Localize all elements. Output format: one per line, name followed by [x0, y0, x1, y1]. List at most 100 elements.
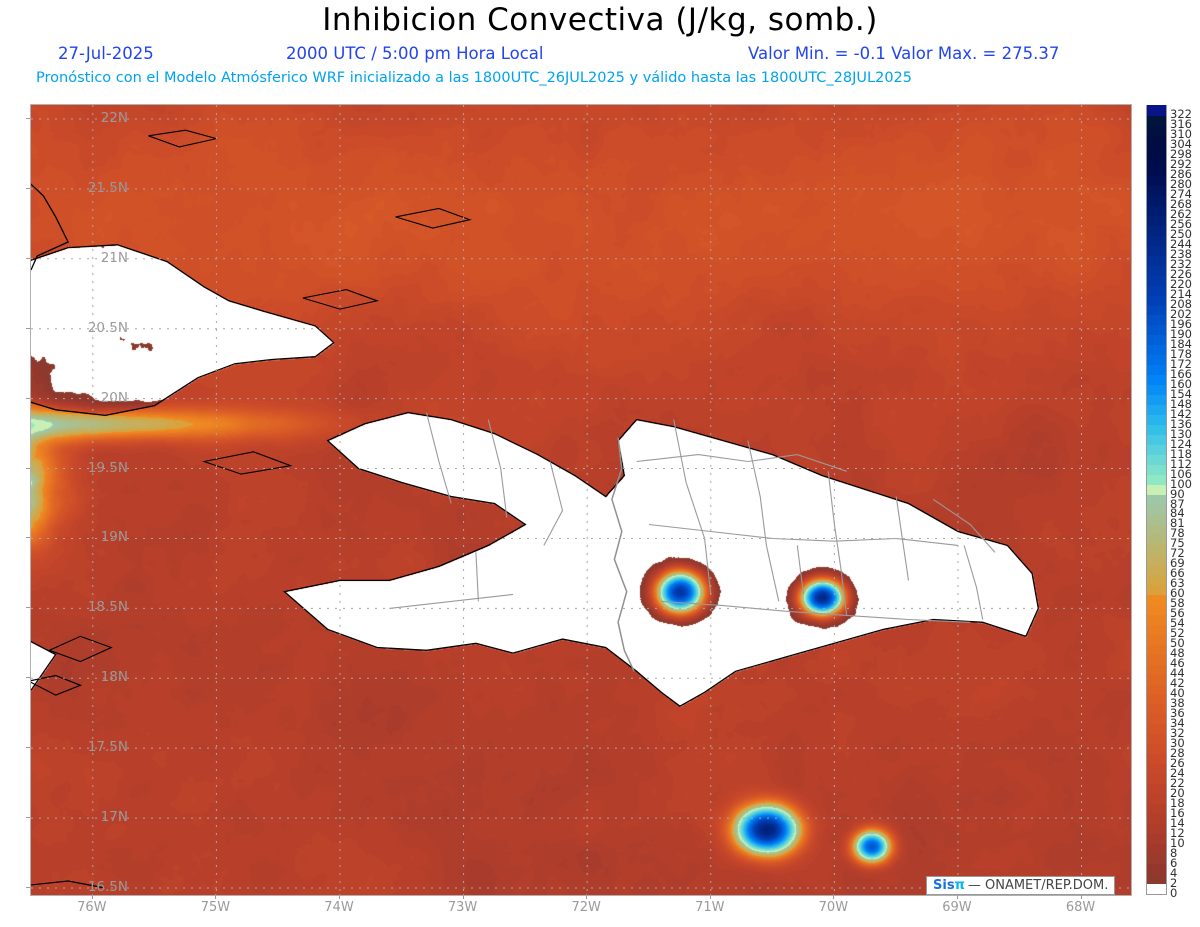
colorbar-tick-label: 58 [1170, 596, 1185, 611]
colorbar-swatch [1147, 773, 1166, 785]
colorbar-swatch [1147, 853, 1166, 865]
colorbar-swatch [1147, 703, 1166, 715]
colorbar-tick-label: 310 [1170, 127, 1192, 142]
colorbar-swatch [1147, 713, 1166, 725]
colorbar-swatch [1147, 474, 1166, 486]
colorbar-swatch [1147, 504, 1166, 515]
colorbar-tick-label: 72 [1170, 546, 1185, 561]
colorbar-tick-label: 298 [1170, 147, 1192, 162]
colorbar-swatch [1147, 664, 1166, 675]
colorbar-swatch [1147, 763, 1166, 775]
colorbar-tick-label: 54 [1170, 616, 1185, 631]
colorbar-tick-label: 78 [1170, 526, 1185, 541]
colorbar-swatch [1147, 185, 1166, 196]
colorbar-swatch [1147, 324, 1166, 336]
colorbar-tick-label: 52 [1170, 626, 1185, 641]
colorbar-swatch [1147, 384, 1166, 396]
colorbar-swatch [1147, 803, 1166, 815]
colorbar-tick-label: 90 [1170, 486, 1185, 501]
y-axis-tick-mark [26, 817, 30, 819]
colorbar-swatch [1147, 274, 1166, 286]
colorbar-tick-label: 280 [1170, 177, 1192, 192]
x-axis-tick-label: 74W [324, 900, 354, 915]
colorbar-tick-label: 142 [1170, 406, 1192, 421]
colorbar-swatch [1147, 833, 1166, 845]
y-axis-tick-label: 21N [100, 249, 128, 266]
colorbar-tick-label: 24 [1170, 765, 1185, 780]
colorbar-swatch [1147, 454, 1166, 466]
colorbar-swatch [1147, 175, 1166, 186]
y-axis-tick-label: 19N [100, 529, 128, 546]
colorbar-tick-label: 4 [1170, 865, 1178, 880]
colorbar-swatch [1147, 753, 1166, 765]
colorbar-swatch [1147, 374, 1166, 386]
x-axis-tick-label: 71W [695, 900, 725, 915]
colorbar-swatch [1147, 215, 1166, 226]
colorbar-swatch [1147, 464, 1166, 476]
colorbar-tick-label: 148 [1170, 396, 1192, 411]
colorbar-swatch [1147, 145, 1166, 156]
colorbar-tick-label: 166 [1170, 366, 1192, 381]
colorbar-tick-label: 274 [1170, 187, 1192, 202]
colorbar-swatch [1147, 584, 1166, 595]
colorbar-swatch [1147, 873, 1166, 885]
colorbar-swatch [1147, 594, 1166, 605]
x-axis-tick-mark [338, 894, 340, 899]
colorbar-swatch [1147, 693, 1166, 705]
x-axis-tick-label: 75W [200, 900, 231, 915]
colorbar-swatch [1147, 205, 1166, 216]
colorbar-tick-label: 81 [1170, 516, 1185, 531]
colorbar-tick-label: 154 [1170, 386, 1192, 401]
colorbar-tick-label: 208 [1170, 297, 1192, 311]
colorbar-tick-label: 256 [1170, 217, 1192, 232]
colorbar-tick-label: 18 [1170, 795, 1185, 810]
colorbar-swatch [1147, 494, 1166, 505]
y-axis-tick-mark [26, 677, 30, 679]
colorbar-swatch [1147, 863, 1166, 875]
colorbar-tick-label: 322 [1170, 107, 1192, 122]
x-axis-tick-label: 69W [942, 900, 972, 915]
chart-header: Inhibicion Convectiva (J/kg, somb.) 27-J… [0, 0, 1200, 96]
colorbar-tick-label: 220 [1170, 277, 1192, 292]
colorbar-tick-label: 44 [1170, 666, 1185, 681]
colorbar-swatch [1147, 534, 1166, 545]
colorbar-tick-label: 38 [1170, 695, 1185, 710]
y-axis-tick-mark [26, 327, 30, 329]
colorbar-swatch [1147, 813, 1166, 825]
colorbar-swatch [1147, 314, 1166, 326]
y-axis-tick-label: 18N [100, 669, 128, 686]
colorbar-swatch [1147, 444, 1166, 456]
colorbar-tick-label: 34 [1170, 715, 1185, 730]
colorbar-tick-label: 124 [1170, 436, 1192, 451]
colorbar-tick-label: 26 [1170, 755, 1185, 770]
colorbar-swatch [1147, 624, 1166, 635]
colorbar-swatch [1147, 105, 1166, 116]
colorbar-tick-label: 292 [1170, 157, 1192, 172]
colorbar-tick-label: 250 [1170, 227, 1192, 242]
colorbar-tick-label: 32 [1170, 725, 1185, 740]
colorbar-swatch [1147, 743, 1166, 755]
colorbar-tick-label: 202 [1170, 306, 1192, 321]
colorbar-tick-label: 226 [1170, 267, 1192, 282]
colorbar-tick-label: 50 [1170, 636, 1185, 651]
colorbar-swatch [1147, 364, 1166, 376]
colorbar-swatch [1147, 783, 1166, 795]
y-axis-tick-mark [26, 607, 30, 609]
colorbar-tick-label: 178 [1170, 346, 1192, 361]
colorbar-swatch [1147, 265, 1166, 276]
cin-shaded-field [31, 105, 1131, 895]
colorbar-swatch [1147, 484, 1166, 496]
colorbar-tick-label: 112 [1170, 456, 1192, 471]
x-axis-tick-mark [1080, 894, 1082, 899]
colorbar-tick-label: 286 [1170, 167, 1192, 182]
colorbar-tick-label: 40 [1170, 686, 1185, 701]
colorbar-swatch [1147, 574, 1166, 585]
colorbar-tick-label: 214 [1170, 287, 1192, 302]
x-axis-tick-mark [833, 894, 835, 899]
colorbar-tick-label: 130 [1170, 426, 1192, 441]
y-axis-tick-mark [26, 187, 30, 189]
forecast-time: 2000 UTC / 5:00 pm Hora Local [286, 44, 544, 63]
colorbar-tick-label: 160 [1170, 376, 1192, 391]
forecast-date: 27-Jul-2025 [58, 44, 154, 63]
colorbar-swatch [1147, 115, 1166, 126]
